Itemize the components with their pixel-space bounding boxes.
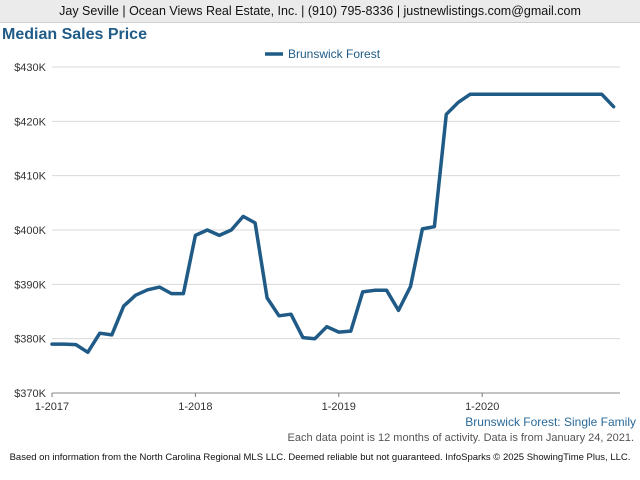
- chart-title: Median Sales Price: [2, 26, 147, 43]
- data-point[interactable]: [361, 290, 365, 294]
- data-point[interactable]: [588, 92, 592, 96]
- data-point[interactable]: [600, 92, 604, 96]
- chart-grid: [52, 66, 620, 394]
- y-tick-label: $400K: [14, 225, 46, 237]
- data-point[interactable]: [253, 221, 257, 225]
- footer-disclaimer: Based on information from the North Caro…: [9, 452, 631, 463]
- data-point[interactable]: [181, 292, 185, 296]
- data-point[interactable]: [373, 288, 377, 292]
- data-point[interactable]: [98, 331, 102, 335]
- x-tick-label: 1-2017: [35, 401, 69, 413]
- data-point[interactable]: [552, 92, 556, 96]
- data-point[interactable]: [444, 112, 448, 116]
- y-tick-label: $370K: [14, 388, 46, 400]
- data-point[interactable]: [480, 92, 484, 96]
- data-point[interactable]: [325, 325, 329, 329]
- data-point[interactable]: [301, 336, 305, 340]
- data-point[interactable]: [241, 214, 245, 218]
- y-axis: $370K $380K $390K $400K $410K $420K $430K: [14, 62, 46, 400]
- series-line-brunswick-forest[interactable]: [50, 92, 616, 355]
- legend[interactable]: Brunswick Forest: [265, 47, 381, 61]
- data-point[interactable]: [468, 92, 472, 96]
- y-tick-label: $390K: [14, 279, 46, 291]
- data-point[interactable]: [528, 92, 532, 96]
- data-point[interactable]: [265, 296, 269, 300]
- data-point[interactable]: [229, 228, 233, 232]
- data-point[interactable]: [313, 337, 317, 341]
- data-point[interactable]: [217, 233, 221, 237]
- data-point[interactable]: [420, 227, 424, 231]
- data-point[interactable]: [516, 92, 520, 96]
- data-point[interactable]: [289, 312, 293, 316]
- x-axis: 1-2017 1-2018 1-2019 1-2020: [35, 393, 499, 413]
- x-tick-label: 1-2018: [178, 401, 212, 413]
- data-point[interactable]: [110, 333, 114, 337]
- header-banner: Jay Seville | Ocean Views Real Estate, I…: [0, 0, 640, 23]
- x-tick-label: 1-2020: [465, 401, 499, 413]
- chart-subtitle: Brunswick Forest: Single Family: [465, 415, 636, 429]
- data-points: [50, 92, 616, 354]
- data-point[interactable]: [170, 292, 174, 296]
- data-point[interactable]: [349, 329, 353, 333]
- data-point[interactable]: [492, 92, 496, 96]
- data-point[interactable]: [146, 288, 150, 292]
- data-point[interactable]: [504, 92, 508, 96]
- data-point[interactable]: [385, 288, 389, 292]
- data-point[interactable]: [62, 342, 66, 346]
- data-point[interactable]: [158, 285, 162, 289]
- y-tick-label: $430K: [14, 62, 46, 74]
- data-point[interactable]: [612, 105, 616, 109]
- data-point[interactable]: [432, 225, 436, 229]
- data-point[interactable]: [397, 308, 401, 312]
- data-point[interactable]: [193, 233, 197, 237]
- data-point[interactable]: [540, 92, 544, 96]
- data-point[interactable]: [456, 100, 460, 104]
- data-point[interactable]: [74, 343, 78, 347]
- y-tick-label: $380K: [14, 334, 46, 346]
- data-point[interactable]: [122, 304, 126, 308]
- data-point[interactable]: [134, 293, 138, 297]
- data-point[interactable]: [205, 228, 209, 232]
- x-tick-label: 1-2019: [322, 401, 356, 413]
- data-note: Each data point is 12 months of activity…: [287, 432, 634, 444]
- legend-label: Brunswick Forest: [288, 47, 381, 61]
- data-point[interactable]: [50, 342, 54, 346]
- data-point[interactable]: [409, 285, 413, 289]
- data-point[interactable]: [564, 92, 568, 96]
- data-point[interactable]: [576, 92, 580, 96]
- y-tick-label: $410K: [14, 171, 46, 183]
- data-point[interactable]: [277, 314, 281, 318]
- data-point[interactable]: [86, 350, 90, 354]
- data-point[interactable]: [337, 330, 341, 334]
- y-tick-label: $420K: [14, 116, 46, 128]
